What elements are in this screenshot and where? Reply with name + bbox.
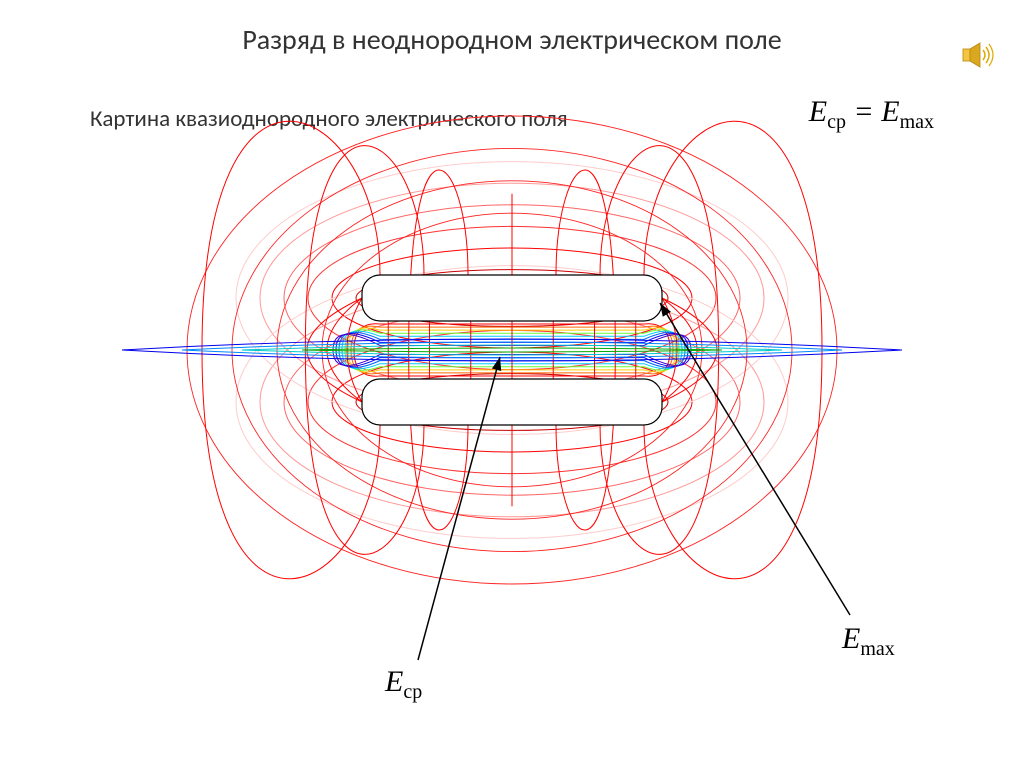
- label-emax: Emax: [842, 622, 895, 661]
- speaker-icon: [960, 40, 996, 70]
- label-ecp: Eср: [385, 665, 422, 704]
